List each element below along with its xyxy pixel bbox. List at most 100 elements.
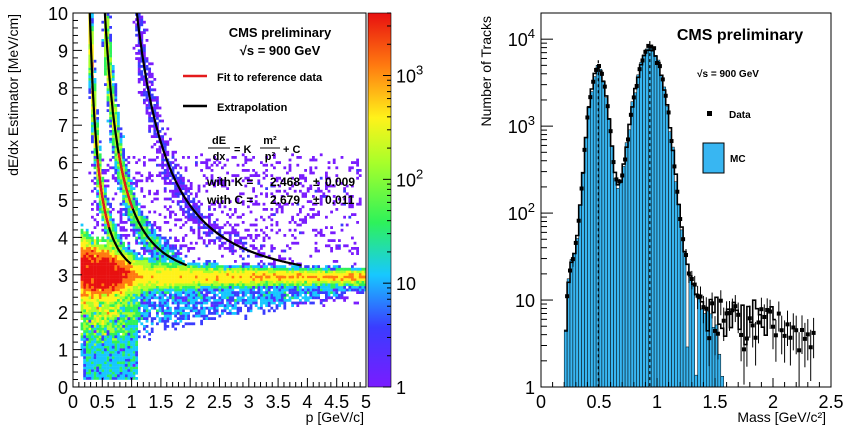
heat-cell — [205, 234, 209, 237]
heat-cell — [143, 270, 146, 274]
heat-cell — [91, 377, 94, 380]
heat-cell — [117, 223, 120, 227]
heat-cell — [88, 348, 92, 352]
heat-cell — [119, 325, 123, 328]
heat-cell — [200, 319, 203, 323]
data-point — [646, 43, 651, 48]
heat-cell — [338, 275, 341, 279]
heat-cell — [306, 286, 310, 289]
heat-cell — [322, 195, 326, 198]
heat-cell — [215, 288, 219, 292]
heat-cell — [174, 176, 177, 180]
heat-cell — [197, 208, 201, 211]
heat-cell — [200, 267, 203, 271]
heat-cell — [215, 293, 219, 297]
heat-cell — [111, 265, 115, 268]
heat-cell — [163, 257, 167, 261]
heat-cell — [143, 296, 146, 300]
heat-cell — [122, 371, 125, 375]
heat-cell — [234, 273, 237, 276]
heat-cell — [101, 20, 105, 24]
heat-cell — [293, 293, 297, 297]
heat-cell — [93, 260, 97, 263]
heat-cell — [192, 260, 196, 263]
heat-cell — [106, 96, 110, 99]
heat-cell — [364, 280, 366, 284]
heat-cell — [122, 213, 125, 216]
heat-cell — [122, 184, 125, 188]
heat-cell — [174, 299, 177, 302]
heat-cell — [109, 312, 112, 315]
heat-cell — [117, 130, 120, 133]
heat-cell — [127, 296, 131, 300]
heat-cell — [221, 283, 224, 287]
heat-cell — [119, 234, 123, 237]
heat-cell — [270, 249, 274, 253]
heat-cell — [119, 257, 123, 261]
heat-cell — [192, 301, 196, 305]
heat-cell — [184, 317, 188, 320]
heat-cell — [247, 291, 250, 294]
heat-cell — [156, 254, 159, 258]
heat-cell — [218, 288, 222, 292]
y-tick-label: 8 — [58, 79, 68, 99]
heat-cell — [85, 252, 89, 255]
heat-cell — [104, 5, 107, 8]
heat-cell — [356, 158, 359, 162]
heat-cell — [124, 356, 128, 359]
heat-cell — [179, 252, 183, 255]
heat-cell — [85, 366, 89, 370]
heat-cell — [309, 301, 313, 305]
heat-cell — [122, 353, 125, 357]
heat-cell — [319, 195, 323, 198]
heat-cell — [122, 169, 125, 172]
heat-cell — [314, 286, 318, 289]
heat-cell — [140, 205, 144, 209]
heat-cell — [83, 236, 86, 240]
heat-cell — [88, 356, 92, 359]
heat-cell — [231, 247, 235, 250]
heat-cell — [221, 273, 224, 276]
heat-cell — [130, 335, 133, 339]
heat-cell — [234, 174, 237, 177]
heat-cell — [361, 283, 365, 287]
heat-cell — [330, 247, 333, 250]
heat-cell — [353, 213, 357, 216]
heat-cell — [291, 278, 294, 281]
heat-cell — [179, 286, 183, 289]
heat-cell — [140, 41, 144, 45]
heat-cell — [135, 184, 138, 188]
heat-cell — [119, 213, 123, 216]
heat-cell — [335, 283, 339, 287]
heat-cell — [252, 169, 255, 172]
heat-cell — [96, 182, 99, 185]
heat-cell — [163, 140, 167, 144]
heat-cell — [301, 275, 305, 279]
heat-cell — [236, 231, 240, 235]
heat-cell — [278, 283, 281, 287]
heat-cell — [358, 288, 362, 292]
heat-cell — [231, 267, 235, 271]
heat-cell — [83, 262, 86, 266]
heat-cell — [104, 374, 107, 378]
heat-cell — [254, 291, 258, 294]
heat-cell — [137, 49, 141, 53]
heat-cell — [208, 317, 211, 320]
heat-cell — [122, 361, 125, 365]
heat-cell — [124, 182, 128, 185]
heat-cell — [262, 299, 266, 302]
heat-cell — [132, 338, 136, 341]
heat-cell — [85, 293, 89, 297]
heat-cell — [109, 114, 112, 118]
heat-cell — [202, 293, 206, 297]
heat-cell — [309, 286, 313, 289]
heat-cell — [192, 304, 196, 307]
heat-cell — [306, 267, 310, 271]
heat-cell — [85, 278, 89, 281]
heat-cell — [265, 265, 268, 268]
heat-cell — [145, 273, 149, 276]
heat-cell — [96, 309, 99, 313]
heat-cell — [132, 223, 136, 227]
heat-cell — [353, 288, 357, 292]
heat-cell — [200, 213, 203, 216]
